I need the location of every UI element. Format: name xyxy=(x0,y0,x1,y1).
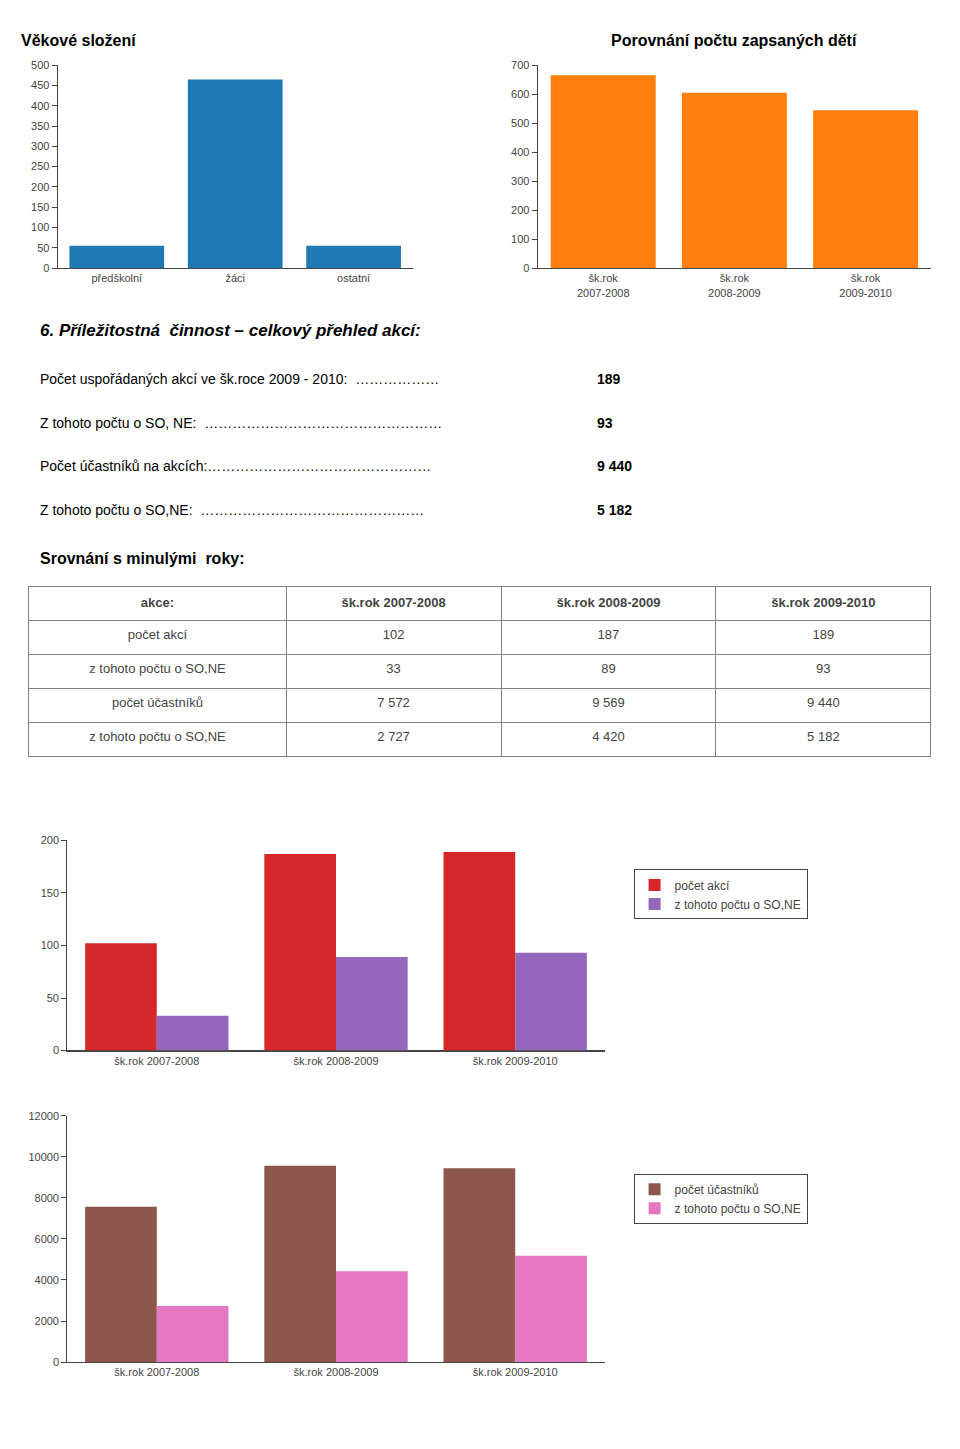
svg-text:šk.rok 2009-2010: šk.rok 2009-2010 xyxy=(771,595,875,610)
svg-text:9 440: 9 440 xyxy=(807,695,840,710)
svg-text:předškolní: předškolní xyxy=(91,272,142,284)
svg-text:šk.rok2007-2008: šk.rok2007-2008 xyxy=(577,272,630,298)
svg-text:33: 33 xyxy=(386,661,400,676)
svg-text:150: 150 xyxy=(31,201,49,213)
svg-text:počet akcí: počet akcí xyxy=(128,627,188,642)
svg-text:žáci: žáci xyxy=(225,272,245,284)
svg-text:189: 189 xyxy=(813,627,835,642)
svg-text:akce:: akce: xyxy=(141,595,174,610)
svg-text:89: 89 xyxy=(601,661,615,676)
svg-text:50: 50 xyxy=(37,242,49,254)
svg-text:z tohoto počtu o SO,NE: z tohoto počtu o SO,NE xyxy=(89,729,226,744)
svg-text:počet akcí: počet akcí xyxy=(675,879,730,893)
svg-text:ostatní: ostatní xyxy=(337,272,370,284)
svg-text:100: 100 xyxy=(511,233,529,245)
svg-text:šk.rok 2007-2008: šk.rok 2007-2008 xyxy=(114,1055,199,1067)
svg-text:0: 0 xyxy=(523,262,529,274)
svg-text:4 420: 4 420 xyxy=(592,729,625,744)
svg-text:2 727: 2 727 xyxy=(377,729,410,744)
svg-text:Z tohoto počtu o SO,NE: ……………: Z tohoto počtu o SO,NE: ………………………………………… xyxy=(40,502,424,518)
svg-text:šk.rok 2009-2010: šk.rok 2009-2010 xyxy=(473,1055,558,1067)
svg-text:400: 400 xyxy=(31,100,49,112)
svg-text:šk.rok2009-2010: šk.rok2009-2010 xyxy=(839,272,892,298)
svg-text:5 182: 5 182 xyxy=(597,502,632,518)
svg-text:šk.rok 2008-2009: šk.rok 2008-2009 xyxy=(294,1366,379,1378)
svg-text:50: 50 xyxy=(47,992,59,1004)
svg-text:93: 93 xyxy=(597,415,613,431)
svg-text:7 572: 7 572 xyxy=(377,695,410,710)
svg-text:9 440: 9 440 xyxy=(597,458,632,474)
svg-text:6000: 6000 xyxy=(35,1233,59,1245)
svg-text:Počet účastníků na akcích:…………: Počet účastníků na akcích:……………………………………… xyxy=(40,458,431,474)
svg-text:102: 102 xyxy=(383,627,405,642)
svg-text:šk.rok 2009-2010: šk.rok 2009-2010 xyxy=(473,1366,558,1378)
svg-text:šk.rok 2007-2008: šk.rok 2007-2008 xyxy=(342,595,446,610)
svg-text:500: 500 xyxy=(511,117,529,129)
svg-text:Porovnání počtu zapsaných dětí: Porovnání počtu zapsaných dětí xyxy=(611,32,857,49)
svg-text:100: 100 xyxy=(31,221,49,233)
svg-text:počet účastníků: počet účastníků xyxy=(112,695,203,710)
svg-text:2000: 2000 xyxy=(35,1315,59,1327)
svg-text:450: 450 xyxy=(31,79,49,91)
svg-text:počet účastníků: počet účastníků xyxy=(675,1183,759,1197)
svg-text:6. Příležitostná činnost – ce: 6. Příležitostná činnost – celkový přehl… xyxy=(40,321,421,340)
svg-text:10000: 10000 xyxy=(28,1151,59,1163)
svg-text:z tohoto počtu o SO,NE: z tohoto počtu o SO,NE xyxy=(675,898,801,912)
svg-text:300: 300 xyxy=(511,175,529,187)
svg-text:0: 0 xyxy=(53,1044,59,1056)
svg-text:9 569: 9 569 xyxy=(592,695,625,710)
svg-text:93: 93 xyxy=(816,661,830,676)
svg-text:100: 100 xyxy=(41,939,59,951)
svg-text:Z tohoto počtu o SO, NE: …………: Z tohoto počtu o SO, NE: ………………………………………… xyxy=(40,415,450,431)
svg-text:8000: 8000 xyxy=(35,1192,59,1204)
svg-text:600: 600 xyxy=(511,88,529,100)
svg-text:0: 0 xyxy=(43,262,49,274)
svg-text:150: 150 xyxy=(41,887,59,899)
svg-text:šk.rok2008-2009: šk.rok2008-2009 xyxy=(708,272,761,298)
svg-text:0: 0 xyxy=(53,1356,59,1368)
svg-text:250: 250 xyxy=(31,160,49,172)
svg-text:šk.rok 2007-2008: šk.rok 2007-2008 xyxy=(114,1366,199,1378)
svg-text:z tohoto počtu o SO,NE: z tohoto počtu o SO,NE xyxy=(89,661,226,676)
svg-text:Srovnání s minulými roky:: Srovnání s minulými roky: xyxy=(40,550,245,567)
svg-text:500: 500 xyxy=(31,59,49,71)
svg-text:šk.rok 2008-2009: šk.rok 2008-2009 xyxy=(294,1055,379,1067)
svg-text:šk.rok 2008-2009: šk.rok 2008-2009 xyxy=(556,595,660,610)
svg-text:200: 200 xyxy=(511,204,529,216)
svg-text:300: 300 xyxy=(31,140,49,152)
svg-text:4000: 4000 xyxy=(35,1274,59,1286)
svg-text:400: 400 xyxy=(511,146,529,158)
svg-text:200: 200 xyxy=(31,181,49,193)
svg-text:Počet uspořádaných akcí ve šk.: Počet uspořádaných akcí ve šk.roce 2009 … xyxy=(40,371,439,387)
svg-text:5 182: 5 182 xyxy=(807,729,840,744)
svg-text:187: 187 xyxy=(598,627,620,642)
svg-text:350: 350 xyxy=(31,120,49,132)
svg-text:700: 700 xyxy=(511,59,529,71)
svg-text:Věkové složení: Věkové složení xyxy=(21,32,136,49)
svg-text:200: 200 xyxy=(41,834,59,846)
svg-text:189: 189 xyxy=(597,371,621,387)
svg-text:z tohoto počtu o SO,NE: z tohoto počtu o SO,NE xyxy=(675,1202,801,1216)
svg-text:12000: 12000 xyxy=(28,1110,59,1122)
